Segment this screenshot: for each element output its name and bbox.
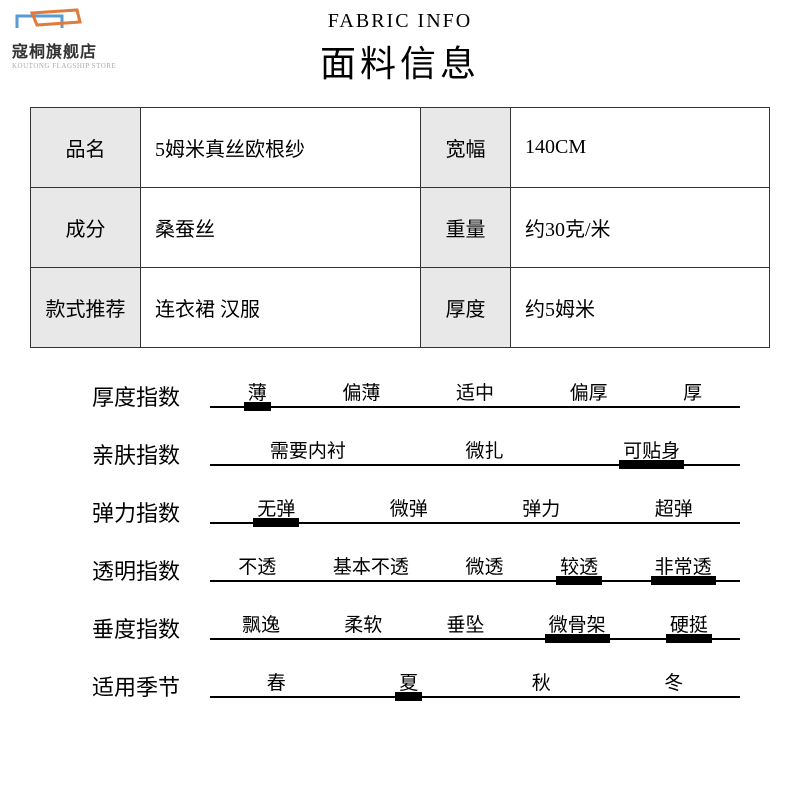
scale-option: 超弹 xyxy=(655,494,693,521)
spec-value: 约30克/米 xyxy=(511,188,770,268)
scale-option: 基本不透 xyxy=(333,552,409,579)
scale-name: 弹力指数 xyxy=(60,494,210,528)
scale-line xyxy=(210,696,740,698)
spec-value: 桑蚕丝 xyxy=(141,188,421,268)
spec-label: 宽幅 xyxy=(421,108,511,188)
scale-option: 夏 xyxy=(399,668,418,695)
spec-value: 约5姆米 xyxy=(511,268,770,348)
spec-label: 成分 xyxy=(31,188,141,268)
header-zh: 面料信息 xyxy=(0,35,800,87)
spec-label: 重量 xyxy=(421,188,511,268)
scale-row: 透明指数 不透 基本不透 微透 较透 非常透 xyxy=(60,552,740,588)
scale-name: 垂度指数 xyxy=(60,610,210,644)
spec-label: 厚度 xyxy=(421,268,511,348)
scale-option: 垂坠 xyxy=(446,610,484,637)
scale-track: 春夏秋冬 xyxy=(210,668,740,704)
header-en: FABRIC INFO xyxy=(0,10,800,33)
logo-text: 寇桐旗舰店 xyxy=(12,38,116,62)
scale-track: 不透 基本不透 微透 较透 非常透 xyxy=(210,552,740,588)
scale-options: 需要内衬 微扎 可贴身 xyxy=(210,436,740,463)
scale-row: 厚度指数 薄 偏薄 适中 偏厚 厚 xyxy=(60,378,740,414)
table-row: 款式推荐 连衣裙 汉服 厚度 约5姆米 xyxy=(31,268,770,348)
scale-name: 厚度指数 xyxy=(60,378,210,412)
scale-option: 适中 xyxy=(456,378,494,405)
scale-name: 适用季节 xyxy=(60,668,210,702)
scale-line xyxy=(210,406,740,408)
scale-option: 偏厚 xyxy=(570,378,608,405)
scales-container: 厚度指数 薄 偏薄 适中 偏厚 厚亲肤指数 需要内衬 微扎 可贴身弹力指数 无弹 微弹 弹力 超弹透明指… xyxy=(60,378,740,704)
scale-option: 厚 xyxy=(683,378,702,405)
spec-value: 连衣裙 汉服 xyxy=(141,268,421,348)
scale-options: 春夏秋冬 xyxy=(210,668,740,695)
scale-options: 薄 偏薄 适中 偏厚 厚 xyxy=(210,378,740,405)
scale-track: 飘逸 柔软 垂坠 微骨架 硬挺 xyxy=(210,610,740,646)
spec-label: 款式推荐 xyxy=(31,268,141,348)
scale-option: 无弹 xyxy=(257,494,295,521)
scale-option: 冬 xyxy=(664,668,683,695)
scale-option: 薄 xyxy=(248,378,267,405)
scale-option: 微透 xyxy=(465,552,503,579)
scale-name: 亲肤指数 xyxy=(60,436,210,470)
scale-option: 可贴身 xyxy=(623,436,680,463)
scale-option: 微弹 xyxy=(390,494,428,521)
spec-value: 5姆米真丝欧根纱 xyxy=(141,108,421,188)
table-row: 品名 5姆米真丝欧根纱 宽幅 140CM xyxy=(31,108,770,188)
scale-options: 不透 基本不透 微透 较透 非常透 xyxy=(210,552,740,579)
scale-line xyxy=(210,638,740,640)
scale-track: 薄 偏薄 适中 偏厚 厚 xyxy=(210,378,740,414)
scale-option: 秋 xyxy=(532,668,551,695)
scale-option: 微扎 xyxy=(465,436,503,463)
scale-row: 垂度指数 飘逸 柔软 垂坠 微骨架 硬挺 xyxy=(60,610,740,646)
logo-sub: KOUTONG FLAGSHIP STORE xyxy=(12,62,116,70)
scale-name: 透明指数 xyxy=(60,552,210,586)
scale-track: 需要内衬 微扎 可贴身 xyxy=(210,436,740,472)
scale-option: 飘逸 xyxy=(242,610,280,637)
scale-option: 需要内衬 xyxy=(270,436,346,463)
store-logo: 寇桐旗舰店 KOUTONG FLAGSHIP STORE xyxy=(12,8,116,70)
spec-label: 品名 xyxy=(31,108,141,188)
scale-option: 较透 xyxy=(560,552,598,579)
page-header: FABRIC INFO 面料信息 xyxy=(0,0,800,87)
scale-row: 亲肤指数 需要内衬 微扎 可贴身 xyxy=(60,436,740,472)
scale-option: 柔软 xyxy=(344,610,382,637)
scale-option: 春 xyxy=(267,668,286,695)
scale-options: 飘逸 柔软 垂坠 微骨架 硬挺 xyxy=(210,610,740,637)
scale-track: 无弹 微弹 弹力 超弹 xyxy=(210,494,740,530)
scale-option: 弹力 xyxy=(522,494,560,521)
scale-row: 弹力指数 无弹 微弹 弹力 超弹 xyxy=(60,494,740,530)
scale-option: 硬挺 xyxy=(670,610,708,637)
spec-value: 140CM xyxy=(511,108,770,188)
scale-option: 不透 xyxy=(238,552,276,579)
scale-option: 偏薄 xyxy=(342,378,380,405)
spec-table: 品名 5姆米真丝欧根纱 宽幅 140CM 成分 桑蚕丝 重量 约30克/米 款式… xyxy=(30,107,770,348)
scale-option: 微骨架 xyxy=(549,610,606,637)
scale-options: 无弹 微弹 弹力 超弹 xyxy=(210,494,740,521)
scale-option: 非常透 xyxy=(655,552,712,579)
table-row: 成分 桑蚕丝 重量 约30克/米 xyxy=(31,188,770,268)
scale-row: 适用季节 春 夏 秋 冬 xyxy=(60,668,740,704)
